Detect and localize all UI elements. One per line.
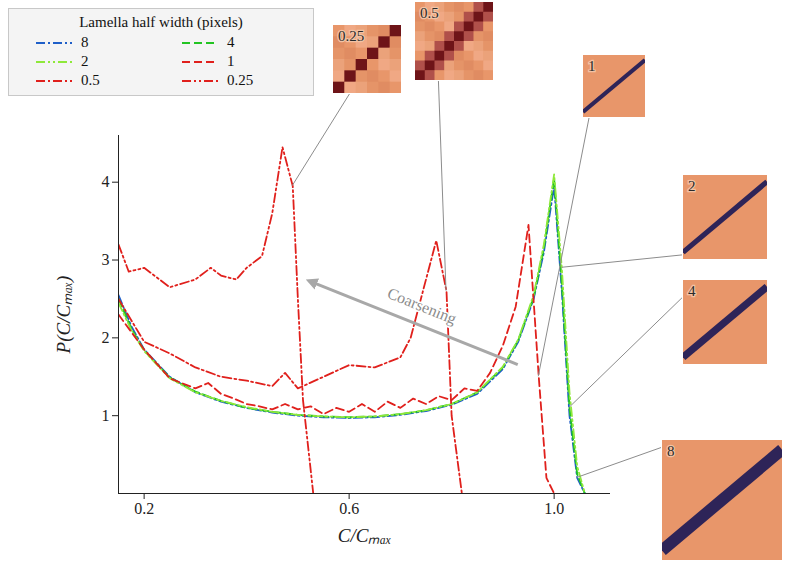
svg-text:C/Cₘₐₓ: C/Cₘₐₓ <box>338 525 392 546</box>
html-text:Lamella half width (pixels): Lamella half width (pixels) <box>79 14 243 30</box>
svg-text:4: 4 <box>688 283 696 299</box>
svg-text:0.5: 0.5 <box>420 5 439 21</box>
html-text:8: 8 <box>81 34 89 50</box>
svg-text:1.0: 1.0 <box>544 500 564 517</box>
svg-text:0.2: 0.2 <box>134 500 154 517</box>
svg-text:4: 4 <box>102 173 110 190</box>
svg-text:8: 8 <box>667 443 675 459</box>
html-text:2: 2 <box>81 53 89 69</box>
svg-text:0.25: 0.25 <box>338 28 364 44</box>
svg-text:2: 2 <box>688 178 696 194</box>
svg-text:Coarsening: Coarsening <box>385 284 459 328</box>
svg-text:1: 1 <box>588 58 596 74</box>
html-text:0.25: 0.25 <box>227 72 254 88</box>
svg-text:2: 2 <box>102 329 110 346</box>
html-text:0.5: 0.5 <box>81 72 100 88</box>
svg-text:1: 1 <box>102 407 110 424</box>
svg-text:0.6: 0.6 <box>339 500 359 517</box>
svg-text:P(C/Cₘₐₓ): P(C/Cₘₐₓ) <box>53 276 75 355</box>
html-text:1: 1 <box>227 53 235 69</box>
html-text:4: 4 <box>227 34 235 50</box>
svg-text:3: 3 <box>102 251 110 268</box>
